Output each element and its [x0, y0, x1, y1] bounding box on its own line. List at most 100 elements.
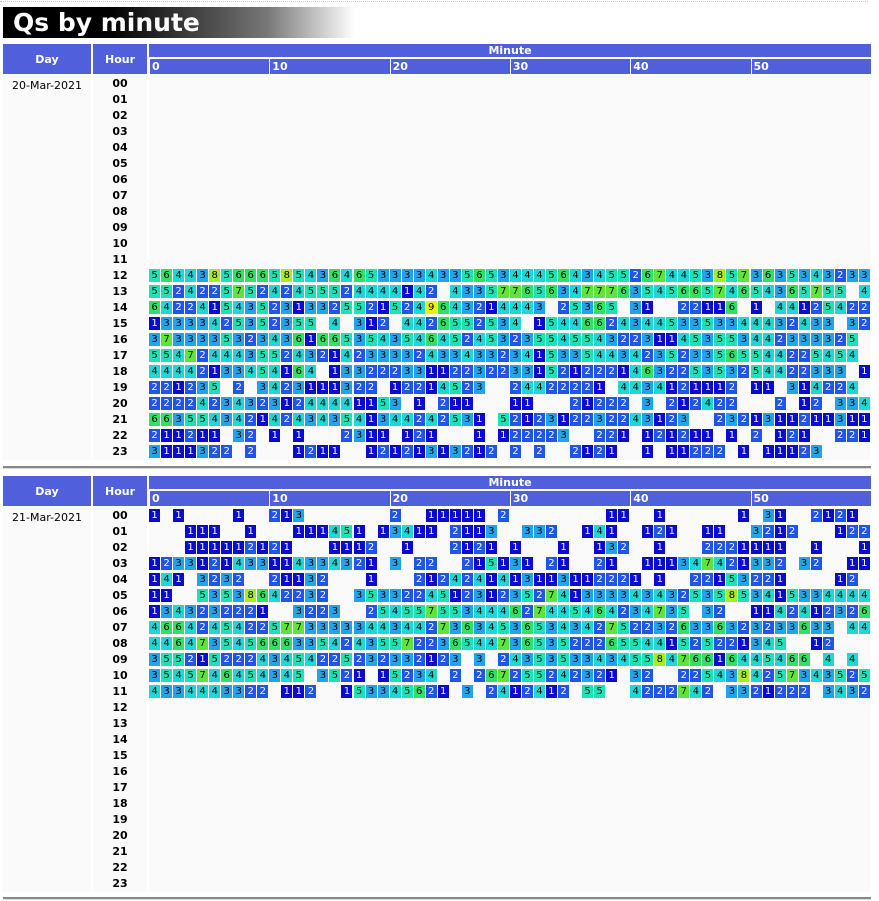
heatmap-cell: 1	[257, 413, 269, 426]
heatmap-cell: 7	[437, 621, 449, 634]
heatmap-cell: 3	[558, 573, 570, 586]
heatmap-cell: 5	[497, 413, 509, 426]
heatmap-cell: 1	[377, 669, 389, 682]
heatmap-cell: 7	[425, 605, 437, 618]
heatmap-cell: 3	[377, 269, 389, 282]
heatmap-cell: 2	[678, 301, 690, 314]
heatmap-cell: 1	[473, 429, 485, 442]
heatmap-cell: 3	[233, 589, 245, 602]
heatmap-cell: 2	[365, 541, 377, 554]
heatmap-cell: 2	[353, 349, 365, 362]
heatmap-cell: 2	[654, 429, 666, 442]
heatmap-cell: 1	[365, 557, 377, 570]
heatmap-cell: 4	[281, 653, 293, 666]
heatmap-cell: 3	[690, 317, 702, 330]
heatmap-cell: 5	[798, 285, 810, 298]
heatmap-cell: 4	[149, 685, 160, 698]
heatmap-cell: 2	[690, 669, 702, 682]
heatmap-cell: 5	[606, 301, 618, 314]
heatmap-cell: 1	[449, 589, 461, 602]
heatmap-cell: 4	[702, 397, 714, 410]
heatmap-cell: 2	[582, 413, 594, 426]
heatmap-cell: 2	[690, 301, 702, 314]
heatmap-cell: 4	[413, 333, 425, 346]
heatmap-cell: 2	[846, 573, 858, 586]
heatmap-cell: 2	[858, 301, 870, 314]
heatmap-cell: 3	[233, 365, 245, 378]
heatmap-cell: 1	[533, 365, 545, 378]
heatmap-cell: 4	[473, 637, 485, 650]
heatmap-cell: 2	[353, 557, 365, 570]
heatmap-cell: 3	[245, 557, 257, 570]
heatmap-cell: 5	[533, 333, 545, 346]
heatmap-cell: 2	[798, 413, 810, 426]
heatmap-cell: 5	[582, 685, 594, 698]
heatmap-cell: 2	[702, 541, 714, 554]
heatmap-cell: 1	[425, 381, 437, 394]
heatmap-cell: 5	[582, 349, 594, 362]
heatmap-cell: 4	[858, 285, 870, 298]
heatmap-cell: 5	[401, 333, 413, 346]
heatmap-cell: 4	[533, 685, 545, 698]
heatmap-cell: 2	[185, 429, 197, 442]
heatmap-cell: 3	[570, 653, 582, 666]
heatmap-cell: 1	[473, 525, 485, 538]
heatmap-cell: 2	[702, 573, 714, 586]
heatmap-cell: 5	[726, 333, 738, 346]
day-column-header: Day	[3, 44, 91, 74]
heatmap-cell: 1	[702, 525, 714, 538]
heatmap-cell: 6	[521, 285, 533, 298]
heatmap-cell: 4	[509, 301, 521, 314]
heatmap-cell: 3	[750, 269, 762, 282]
heatmap-cell: 5	[437, 605, 449, 618]
hour-label: 22	[112, 861, 128, 874]
heatmap-cell: 4	[281, 669, 293, 682]
heatmap-cell: 1	[570, 589, 582, 602]
heatmap-cell: 1	[497, 557, 509, 570]
heatmap-cell: 5	[149, 285, 160, 298]
heatmap-cell: 1	[209, 301, 221, 314]
heatmap-cell: 1	[437, 509, 449, 522]
heatmap-cell: 4	[690, 557, 702, 570]
heatmap-cell: 1	[317, 525, 329, 538]
heatmap-cell: 3	[558, 429, 570, 442]
heatmap-cell: 4	[485, 621, 497, 634]
heatmap-cell: 1	[834, 525, 846, 538]
heatmap-cell: 4	[401, 317, 413, 330]
heatmap-cell: 4	[509, 269, 521, 282]
hour-label: 05	[112, 157, 128, 170]
heatmap-cell: 5	[570, 333, 582, 346]
heatmap-cell: 4	[269, 285, 281, 298]
heatmap-cell: 2	[245, 333, 257, 346]
heatmap-cell: 5	[377, 637, 389, 650]
heatmap-cell: 1	[545, 573, 557, 586]
heatmap-cell: 5	[161, 349, 173, 362]
heatmap-cell: 2	[798, 365, 810, 378]
heatmap-cell: 2	[269, 509, 281, 522]
heatmap-cell: 3	[846, 685, 858, 698]
heatmap-cell: 1	[425, 509, 437, 522]
heatmap-cell: 3	[714, 317, 726, 330]
heatmap-cell: 4	[377, 285, 389, 298]
heatmap-cell: 7	[533, 605, 545, 618]
heatmap-cell: 2	[822, 637, 834, 650]
heatmap-cell: 4	[305, 653, 317, 666]
heatmap-cell: 3	[774, 621, 786, 634]
heatmap-cell: 2	[606, 413, 618, 426]
heatmap-cell: 4	[810, 669, 822, 682]
heatmap-cell: 3	[582, 669, 594, 682]
heatmap-cell: 1	[185, 445, 197, 458]
heatmap-cell: 3	[221, 573, 233, 586]
heatmap-cell: 4	[618, 653, 630, 666]
heatmap-cell: 5	[197, 413, 209, 426]
heatmap-cell: 6	[858, 605, 870, 618]
heatmap-cell: 4	[293, 285, 305, 298]
heatmap-cell: 3	[762, 413, 774, 426]
heatmap-cell: 7	[545, 589, 557, 602]
heatmap-cell: 2	[413, 381, 425, 394]
heatmap-cell: 5	[545, 365, 557, 378]
heatmap-cell: 5	[221, 333, 233, 346]
heatmap-cell: 1	[810, 413, 822, 426]
heatmap-cell: 4	[437, 381, 449, 394]
heatmap-cell: 2	[846, 429, 858, 442]
